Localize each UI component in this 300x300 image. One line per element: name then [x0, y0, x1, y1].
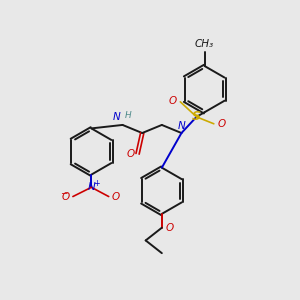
- Text: O: O: [165, 223, 173, 233]
- Text: O: O: [62, 191, 70, 202]
- Text: N: N: [178, 121, 185, 131]
- Text: O: O: [112, 191, 120, 202]
- Text: −: −: [60, 188, 68, 197]
- Text: O: O: [217, 119, 225, 129]
- Text: +: +: [93, 178, 100, 188]
- Text: N: N: [88, 182, 95, 192]
- Text: CH₃: CH₃: [195, 39, 214, 49]
- Text: N: N: [113, 112, 121, 122]
- Text: O: O: [127, 149, 135, 159]
- Text: S: S: [192, 110, 201, 123]
- Text: H: H: [124, 111, 131, 120]
- Text: O: O: [169, 96, 177, 106]
